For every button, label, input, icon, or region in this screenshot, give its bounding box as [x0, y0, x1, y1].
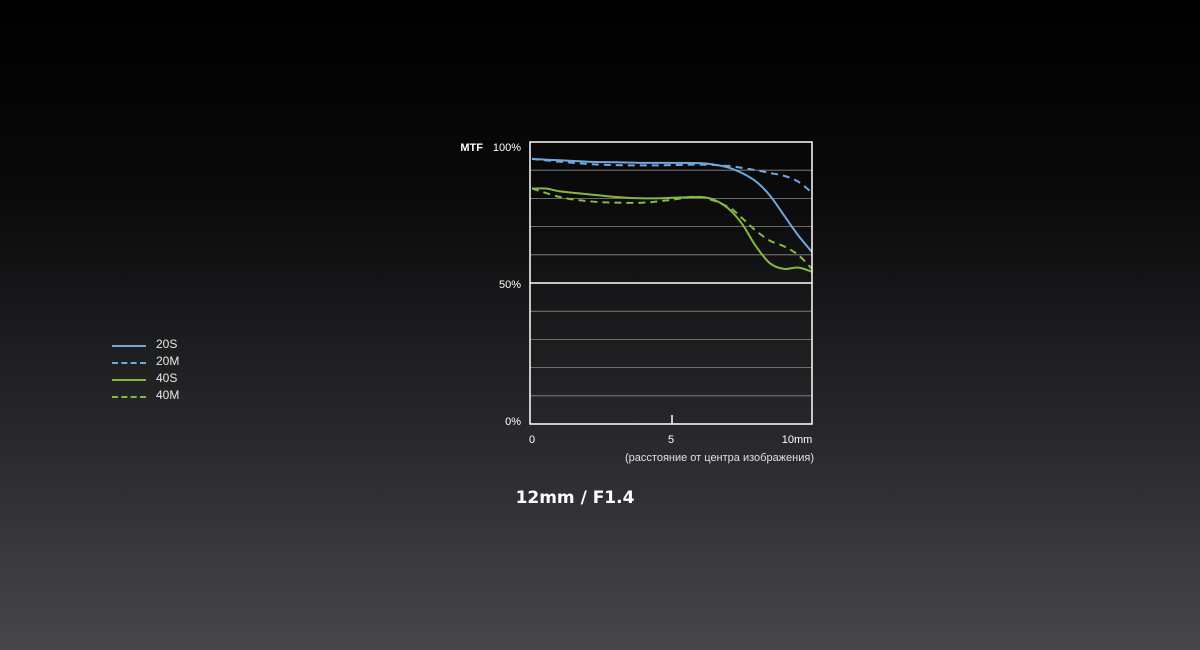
legend-swatch-20m [112, 362, 146, 364]
legend-item-20m: 20M [112, 354, 232, 371]
series-layer [531, 157, 813, 273]
y-axis-label: MTF [460, 142, 483, 154]
chart-title: 12mm / F1.4 [515, 488, 635, 508]
legend-label-40m: 40M [156, 388, 180, 402]
plot-frame [529, 141, 813, 425]
legend: 20S 20M 40S 40M [112, 337, 232, 405]
legend-label-20m: 20M [156, 354, 180, 368]
x-tick-label-10: 10mm [782, 434, 813, 446]
legend-swatch-40s [112, 379, 146, 381]
series-line-20s [531, 157, 813, 253]
x-axis-label: (расстояние от центра изображения) [625, 452, 814, 464]
legend-item-20s: 20S [112, 337, 232, 354]
y-tick-label-0: 0% [505, 416, 521, 428]
series-line-40m [531, 187, 813, 270]
legend-label-40s: 40S [156, 371, 178, 385]
y-tick-label-100: 100% [493, 142, 521, 154]
chart-grid [530, 169, 812, 397]
legend-label-20s: 20S [156, 337, 178, 351]
x-tick-label-0: 0 [529, 434, 535, 446]
legend-swatch-20s [112, 345, 146, 347]
legend-swatch-40m [112, 396, 146, 398]
x-tick-label-5: 5 [668, 434, 674, 446]
legend-item-40m: 40M [112, 388, 232, 405]
series-line-40s [531, 187, 813, 273]
y-tick-label-50: 50% [499, 279, 521, 291]
series-line-20m [531, 157, 813, 194]
legend-item-40s: 40S [112, 371, 232, 388]
